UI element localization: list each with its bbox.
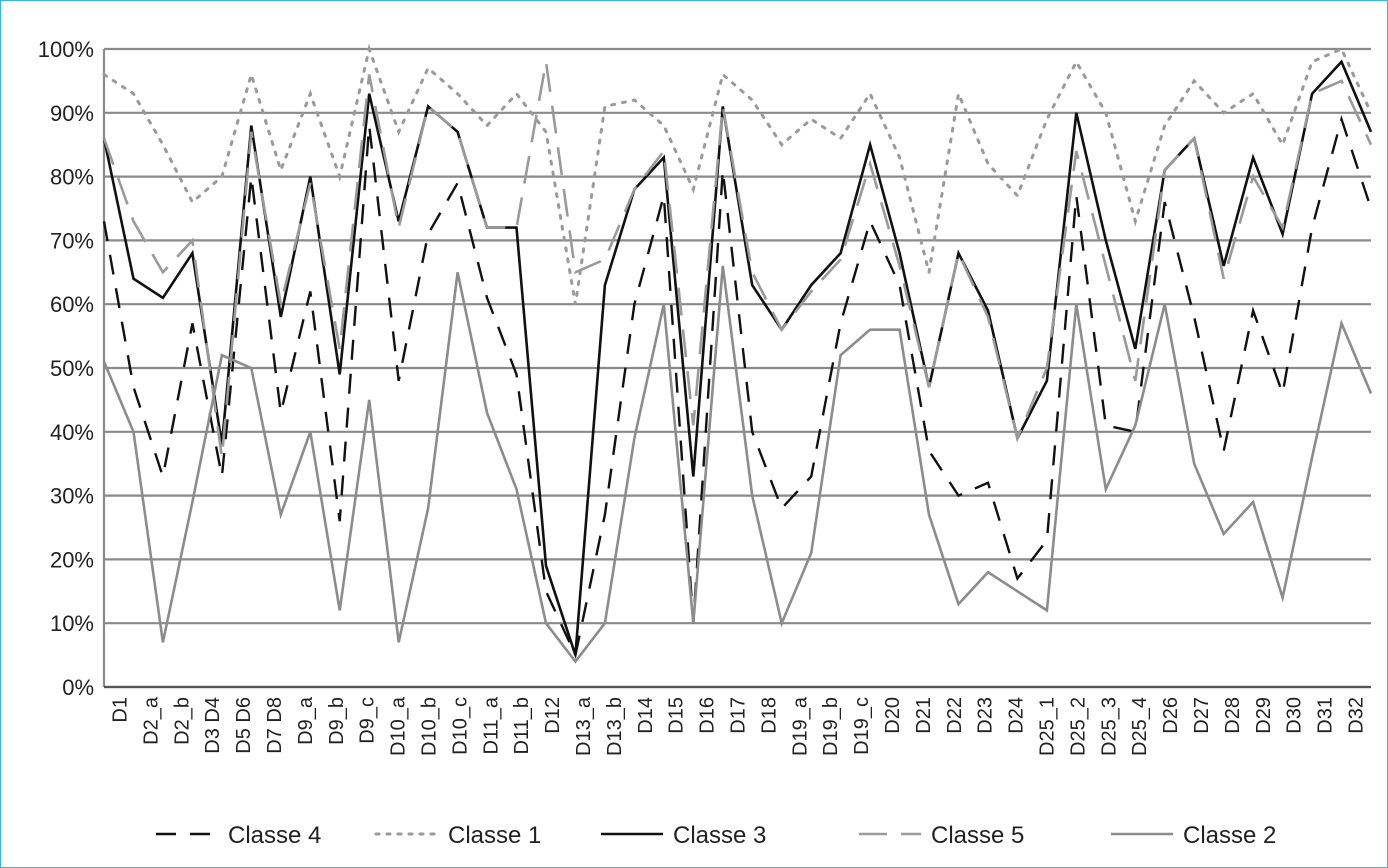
legend-label: Classe 3	[673, 822, 766, 849]
series-lines	[102, 43, 1373, 664]
x-tick-label: D29	[1253, 697, 1275, 734]
x-tick-label: D21	[913, 697, 935, 734]
x-tick-label: D9_c	[357, 697, 379, 744]
x-tick-label: D10_b	[418, 697, 440, 756]
x-tick-label: D12	[542, 697, 564, 734]
y-tick-label: 10%	[50, 611, 94, 636]
y-tick-label: 40%	[50, 420, 94, 445]
x-tick-label: D25_2	[1067, 697, 1089, 756]
x-tick-label: D14	[635, 697, 657, 734]
legend-item: Classe 5	[859, 822, 1024, 849]
y-tick-label: 80%	[50, 165, 94, 190]
x-tick-label: D2_a	[140, 696, 162, 745]
legend-label: Classe 5	[931, 822, 1024, 849]
x-tick-labels: D1 D2_a D2_b D3 D4 D5 D6 D7 D8 D9_a D9_b D9_c D10…	[109, 696, 1367, 756]
y-tick-label: 0%	[62, 675, 94, 700]
y-tick-label: 30%	[50, 484, 94, 509]
x-tick-label: D11_a	[480, 696, 502, 754]
y-tick-label: 60%	[50, 292, 94, 317]
x-tick-label: D25_3	[1098, 697, 1120, 756]
legend-item: Classe 2	[1111, 822, 1276, 849]
x-tick-label: D16	[697, 697, 719, 734]
series-line-classe-5	[102, 61, 1373, 458]
legend-item: Classe 3	[601, 822, 766, 849]
y-tick-label: 50%	[50, 356, 94, 381]
x-tick-label: D10_c	[449, 697, 471, 755]
x-tick-label: D25_1	[1037, 697, 1059, 756]
x-tick-label: D5 D6	[233, 697, 255, 754]
legend-label: Classe 1	[448, 822, 541, 849]
y-tick-label: 20%	[50, 547, 94, 572]
x-tick-label: D19_a	[789, 696, 811, 756]
x-tick-label: D26	[1160, 697, 1182, 734]
legend-item: Classe 4	[156, 822, 321, 849]
x-tick-label: D13_b	[604, 697, 626, 756]
x-tick-label: D1	[109, 697, 131, 723]
series-line-classe-4	[102, 115, 1373, 659]
x-tick-label: D11_b	[511, 697, 533, 754]
series-line-classe-2	[102, 265, 1373, 664]
x-tick-label: D9_b	[326, 697, 348, 745]
x-tick-label: D27	[1191, 697, 1213, 734]
y-tick-label: 100%	[38, 37, 94, 62]
x-tick-label: D15	[666, 697, 688, 734]
y-tick-label: 70%	[50, 228, 94, 253]
legend-label: Classe 2	[1183, 822, 1276, 849]
x-tick-label: D24	[1006, 697, 1028, 734]
axes	[102, 49, 1371, 689]
y-tick-labels: 0% 10% 20% 30% 40% 50% 60% 70% 80% 90% 100%	[38, 37, 94, 700]
x-tick-label: D18	[758, 697, 780, 734]
y-tick-label: 90%	[50, 101, 94, 126]
x-tick-label: D9_a	[295, 696, 317, 745]
legend: Classe 4 Classe 1 Classe 3 Classe 5 Classe 2	[156, 822, 1276, 849]
x-tick-label: D22	[944, 697, 966, 734]
gridlines	[104, 47, 1371, 689]
x-tick-label: D20	[882, 697, 904, 734]
legend-item: Classe 1	[374, 822, 541, 849]
x-tick-label: D31	[1315, 697, 1337, 734]
x-tick-label: D17	[728, 697, 750, 734]
x-tick-label: D3 D4	[202, 697, 224, 754]
legend-label: Classe 4	[228, 822, 321, 849]
x-tick-label: D7 D8	[264, 697, 286, 754]
x-tick-label: D28	[1222, 697, 1244, 734]
x-tick-label: D13_a	[573, 696, 595, 756]
x-tick-label: D19_b	[820, 697, 842, 756]
x-tick-label: D25_4	[1129, 697, 1151, 756]
x-tick-label: D32	[1346, 697, 1368, 734]
x-tick-label: D10_a	[388, 696, 410, 756]
x-tick-label: D30	[1284, 697, 1306, 734]
x-tick-label: D19_c	[851, 697, 873, 755]
x-tick-label: D2_b	[171, 697, 193, 745]
x-tick-label: D23	[975, 697, 997, 734]
